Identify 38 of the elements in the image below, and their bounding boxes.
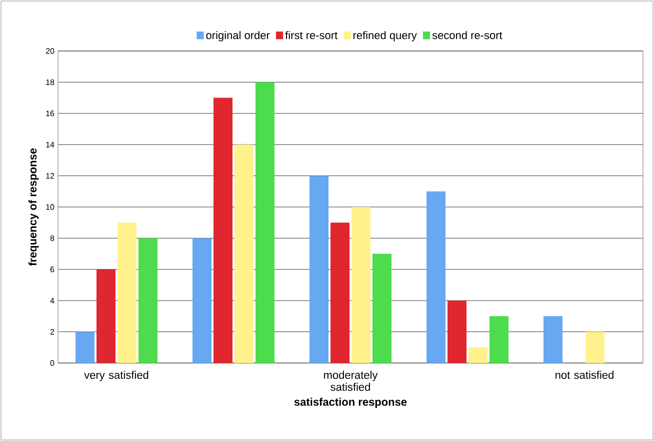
legend-label: original order — [206, 31, 270, 42]
bar — [234, 144, 254, 363]
bar — [138, 238, 158, 363]
x-tick-label: moderately satisfied — [324, 370, 378, 391]
legend-label: first re-sort — [285, 31, 338, 40]
bar — [372, 254, 392, 363]
bar — [490, 316, 508, 363]
bar — [426, 191, 446, 363]
y-tick-label: 16 — [46, 110, 54, 116]
y-tick-label: 4 — [50, 298, 54, 304]
legend-label: refined query — [353, 31, 417, 42]
bar — [310, 176, 329, 363]
y-tick-label: 0 — [50, 360, 54, 366]
bar — [256, 82, 274, 363]
x-tick-label: not satisfied — [556, 370, 614, 379]
y-tick-label: 10 — [46, 204, 54, 210]
x-tick-label: very satisfied — [84, 370, 148, 382]
bar — [352, 206, 370, 363]
y-tick-label: 14 — [46, 142, 54, 148]
bar — [468, 347, 488, 363]
bar — [330, 222, 350, 363]
y-tick-label: 8 — [50, 235, 54, 242]
bar — [586, 332, 604, 363]
y-tick-label: 2 — [50, 329, 54, 335]
bar — [214, 98, 233, 363]
bar — [192, 238, 212, 363]
x-axis-title: satisfaction response — [294, 398, 407, 408]
bar — [76, 332, 95, 363]
legend-label: second re-sort — [432, 31, 502, 40]
y-tick-label: 20 — [46, 48, 54, 54]
bar — [96, 269, 116, 363]
bar — [118, 222, 137, 363]
y-tick-label: 12 — [46, 173, 54, 179]
y-axis-title: frequency of response — [28, 148, 39, 266]
bar — [448, 300, 466, 363]
bar — [544, 316, 562, 363]
y-tick-label: 18 — [46, 79, 54, 86]
y-tick-label: 6 — [50, 266, 54, 272]
